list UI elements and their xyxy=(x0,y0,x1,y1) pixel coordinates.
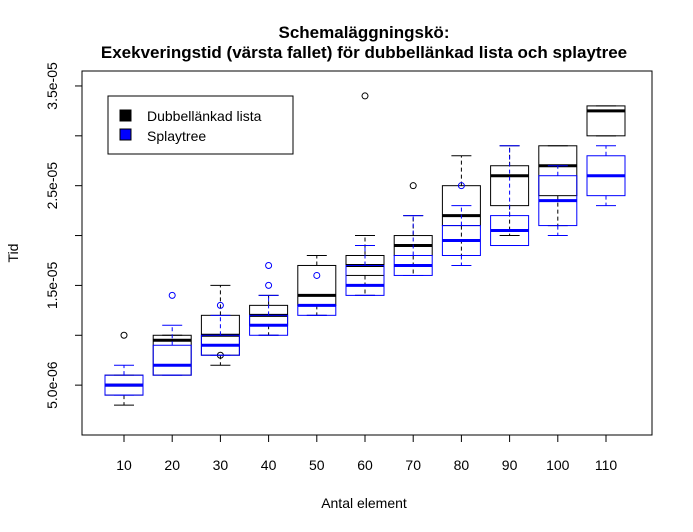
box-dubbell-nkad-lista-10 xyxy=(104,331,144,406)
box-splaytree-110 xyxy=(586,145,626,207)
y-tick-label-1.5e-05: 1.5e-05 xyxy=(44,261,60,309)
outlier-point-1 xyxy=(265,261,273,269)
x-axis-label: Antal element xyxy=(321,495,407,511)
box-splaytree-20 xyxy=(152,291,192,376)
box-body xyxy=(152,344,192,376)
box-splaytree-70 xyxy=(393,215,433,276)
x-tick-label-100: 100 xyxy=(546,457,570,473)
outlier-point-0 xyxy=(168,291,176,299)
plot-frame xyxy=(81,70,653,436)
outlier-point-0 xyxy=(457,182,465,190)
box-splaytree-60 xyxy=(345,245,385,296)
box-dubbell-nkad-lista-110 xyxy=(586,105,626,137)
box-body xyxy=(297,264,337,306)
outlier-point-0 xyxy=(313,271,321,279)
box-dubbell-nkad-lista-100 xyxy=(538,145,578,227)
outlier-point-0 xyxy=(265,281,273,289)
outlier-point-0 xyxy=(409,182,417,190)
x-tick-label-80: 80 xyxy=(454,457,470,473)
x-tick-label-70: 70 xyxy=(405,457,421,473)
x-tick-label-30: 30 xyxy=(213,457,229,473)
legend-label-splaytree: Splaytree xyxy=(147,128,206,144)
x-tick-label-110: 110 xyxy=(595,457,618,473)
box-body xyxy=(538,145,578,197)
outlier-point-0 xyxy=(361,92,369,100)
legend-swatch-splaytree xyxy=(119,128,132,141)
x-tick-label-40: 40 xyxy=(261,457,277,473)
y-axis-label: Tid xyxy=(5,244,21,263)
chart-title-line1: Schemaläggningskö: xyxy=(279,23,450,42)
box-splaytree-50 xyxy=(297,271,337,316)
y-tick-label-5.0e-06: 5.0e-06 xyxy=(44,361,60,409)
box-splaytree-80 xyxy=(441,182,481,266)
box-splaytree-40 xyxy=(249,261,289,336)
outlier-point-0 xyxy=(120,331,128,339)
y-tick-label-2.5e-05: 2.5e-05 xyxy=(44,162,60,210)
outlier-point-0 xyxy=(216,301,224,309)
legend-frame xyxy=(107,95,294,155)
legend-swatch-dubbellankad-lista xyxy=(119,109,132,122)
legend: Dubbellänkad lista Splaytree xyxy=(107,95,294,155)
chart-title-line2: Exekveringstid (värsta fallet) för dubbe… xyxy=(101,43,627,62)
x-tick-label-10: 10 xyxy=(116,457,132,473)
y-tick-label-3.5e-05: 3.5e-05 xyxy=(44,62,60,110)
x-tick-label-20: 20 xyxy=(164,457,180,473)
box-splaytree-30 xyxy=(200,301,240,356)
box-body xyxy=(345,264,385,296)
box-splaytree-90 xyxy=(490,145,530,247)
box-dubbell-nkad-lista-70 xyxy=(393,182,433,276)
x-tick-label-60: 60 xyxy=(357,457,373,473)
x-tick-label-90: 90 xyxy=(502,457,518,473)
axes: 10 20 30 40 50 60 70 80 90 100 110 5.0e-06 1.5e-05 2.… xyxy=(44,62,617,473)
x-tick-label-50: 50 xyxy=(309,457,325,473)
legend-label-dubbellankad-lista: Dubbellänkad lista xyxy=(147,108,262,124)
box-marks xyxy=(104,92,626,406)
box-body xyxy=(586,105,626,137)
box-splaytree-10 xyxy=(104,364,144,396)
box-splaytree-100 xyxy=(538,165,578,237)
